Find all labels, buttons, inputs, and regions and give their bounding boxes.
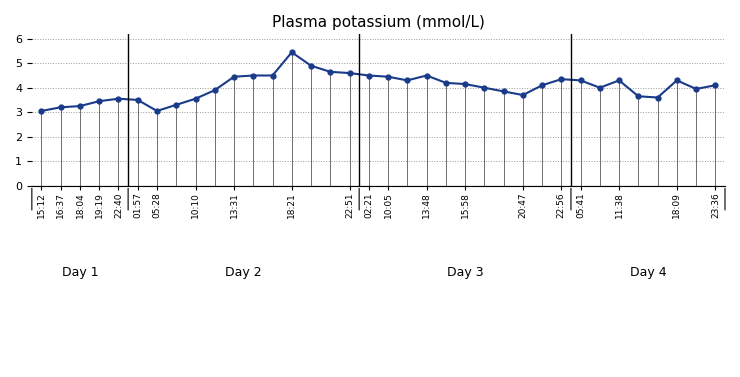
Title: Plasma potassium (mmol/L): Plasma potassium (mmol/L) [272,15,485,30]
Text: Day 1: Day 1 [61,266,98,279]
Text: Day 3: Day 3 [447,266,483,279]
Text: Day 4: Day 4 [630,266,666,279]
Text: Day 2: Day 2 [226,266,262,279]
